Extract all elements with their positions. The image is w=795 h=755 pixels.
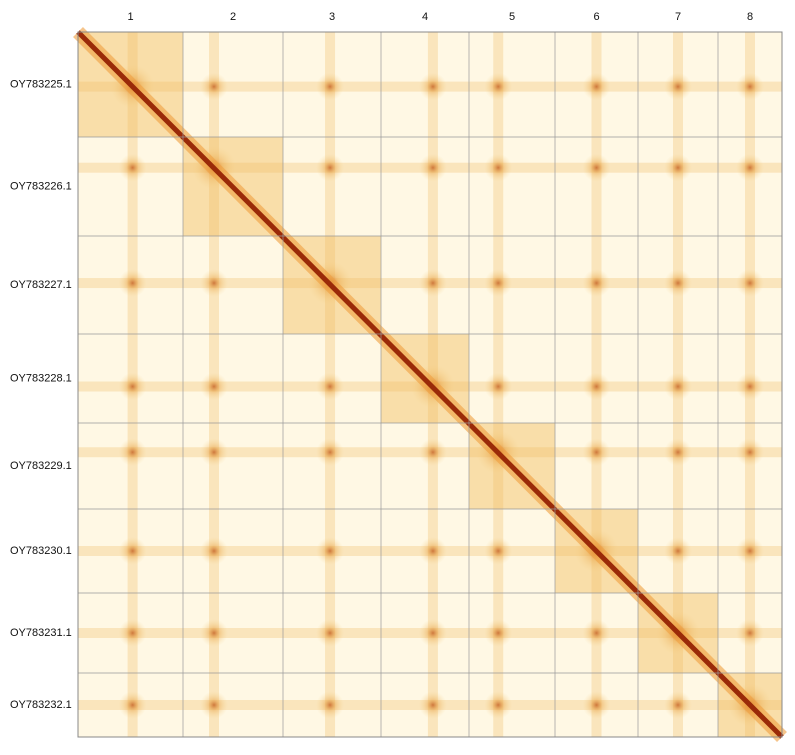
contact-blob bbox=[582, 72, 611, 101]
contact-blob bbox=[582, 269, 611, 298]
contact-blob bbox=[418, 691, 447, 719]
column-label: 7 bbox=[675, 11, 681, 23]
contact-blob bbox=[484, 269, 513, 298]
contact-blob bbox=[736, 537, 764, 565]
contact-blob bbox=[736, 372, 764, 401]
column-label: 3 bbox=[329, 11, 335, 23]
contact-blob bbox=[736, 72, 764, 101]
contact-blob bbox=[484, 153, 513, 182]
contact-blob bbox=[664, 269, 692, 298]
contact-blob bbox=[582, 691, 611, 719]
column-label: 8 bbox=[747, 11, 753, 23]
diagonal bbox=[76, 30, 784, 739]
column-label: 1 bbox=[127, 11, 133, 23]
contact-blob bbox=[200, 537, 228, 565]
row-label: OY783225.1 bbox=[10, 78, 72, 90]
contact-blob bbox=[664, 153, 692, 182]
contact-blob bbox=[200, 438, 228, 467]
contact-blob bbox=[582, 438, 611, 467]
contact-blob bbox=[118, 537, 147, 565]
row-label: OY783230.1 bbox=[10, 545, 72, 557]
contact-blob bbox=[484, 691, 513, 719]
contact-blob bbox=[664, 691, 692, 719]
contact-blob bbox=[118, 153, 147, 182]
contact-blob bbox=[316, 619, 345, 647]
contact-blob bbox=[664, 537, 692, 565]
contact-blob bbox=[664, 438, 692, 467]
contact-blob bbox=[582, 153, 611, 182]
contact-blob bbox=[664, 372, 692, 401]
contact-blob bbox=[118, 619, 147, 647]
contact-blob bbox=[200, 619, 228, 647]
contact-blob bbox=[316, 372, 345, 401]
contact-blob bbox=[118, 438, 147, 467]
contact-blob bbox=[736, 269, 764, 298]
contact-blob bbox=[200, 691, 228, 719]
contact-blob bbox=[736, 153, 764, 182]
map-layer bbox=[73, 27, 787, 742]
contact-blob bbox=[418, 269, 447, 298]
contact-blob bbox=[664, 72, 692, 101]
contact-blob bbox=[736, 619, 764, 647]
contact-blob bbox=[418, 438, 447, 467]
contact-blob bbox=[316, 72, 345, 101]
contact-blob bbox=[484, 619, 513, 647]
column-label: 5 bbox=[509, 11, 515, 23]
row-label: OY783231.1 bbox=[10, 627, 72, 639]
contact-blob bbox=[316, 438, 345, 467]
column-label: 6 bbox=[593, 11, 599, 23]
contact-blob bbox=[582, 372, 611, 401]
contact-blob bbox=[418, 72, 447, 101]
contact-blob bbox=[200, 269, 228, 298]
contact-blob bbox=[316, 153, 345, 182]
contact-blob bbox=[200, 372, 228, 401]
row-label: OY783232.1 bbox=[10, 699, 72, 711]
row-label: OY783227.1 bbox=[10, 279, 72, 291]
contact-blob bbox=[418, 619, 447, 647]
column-label: 2 bbox=[230, 11, 236, 23]
contact-blob bbox=[118, 269, 147, 298]
row-label: OY783228.1 bbox=[10, 372, 72, 384]
contact-blob bbox=[316, 537, 345, 565]
contact-blob bbox=[316, 691, 345, 719]
contact-blob bbox=[418, 537, 447, 565]
row-label: OY783229.1 bbox=[10, 460, 72, 472]
contact-blob bbox=[418, 153, 447, 182]
contact-blob bbox=[484, 72, 513, 101]
column-label: 4 bbox=[422, 11, 428, 23]
contact-blob bbox=[118, 691, 147, 719]
contact-blob bbox=[200, 72, 228, 101]
contact-blob bbox=[484, 372, 513, 401]
contact-blob bbox=[582, 619, 611, 647]
contact-blob bbox=[736, 438, 764, 467]
row-label: OY783226.1 bbox=[10, 180, 72, 192]
contact-blob bbox=[484, 537, 513, 565]
map-frame bbox=[77, 31, 783, 738]
contact-blob bbox=[118, 372, 147, 401]
